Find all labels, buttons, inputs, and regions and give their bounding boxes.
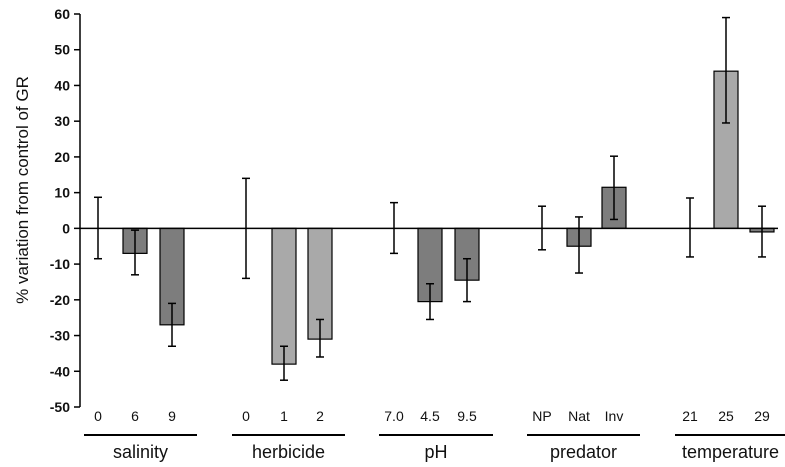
category-label: 25 xyxy=(718,408,734,424)
category-label: 1 xyxy=(280,408,288,424)
y-tick-label: 30 xyxy=(54,113,70,129)
category-labels: 0 6 9 0 1 2 7.0 4.5 9.5 NP Nat Inv 21 25 29 xyxy=(94,408,770,424)
category-label: 2 xyxy=(316,408,324,424)
y-tick-label: 60 xyxy=(54,6,70,22)
y-tick-label: 10 xyxy=(54,185,70,201)
group-label-temperature: temperature xyxy=(682,442,779,462)
category-label: 0 xyxy=(242,408,250,424)
group-label-herbicide: herbicide xyxy=(252,442,325,462)
category-label: 29 xyxy=(754,408,770,424)
group-label-pH: pH xyxy=(424,442,447,462)
category-label: Inv xyxy=(605,408,624,424)
category-label: 7.0 xyxy=(384,408,404,424)
y-tick-label: -30 xyxy=(50,328,70,344)
error-bars-layer xyxy=(94,16,766,381)
y-axis-title-group: % variation from control of GR xyxy=(13,76,32,304)
y-axis: 60 50 40 30 20 10 0 -10 -20 -30 -40 -50 xyxy=(50,6,81,415)
category-label: 4.5 xyxy=(420,408,440,424)
y-tick-label: 40 xyxy=(54,77,70,93)
category-label: 9 xyxy=(168,408,176,424)
y-tick-label: -20 xyxy=(50,292,70,308)
y-tick-label: 0 xyxy=(62,220,70,236)
bar-herbicide-1 xyxy=(271,227,297,365)
category-label: 21 xyxy=(682,408,698,424)
y-tick-label: 20 xyxy=(54,149,70,165)
y-tick-label: -40 xyxy=(50,363,70,379)
category-label: Nat xyxy=(568,408,590,424)
group-label-salinity: salinity xyxy=(113,442,168,462)
category-label: 6 xyxy=(131,408,139,424)
y-axis-title: % variation from control of GR xyxy=(13,76,32,304)
category-label: 9.5 xyxy=(457,408,477,424)
y-tick-label: 50 xyxy=(54,42,70,58)
category-label: 0 xyxy=(94,408,102,424)
group-label-predator: predator xyxy=(550,442,617,462)
y-tick-label: -50 xyxy=(50,399,70,415)
bars-layer xyxy=(122,70,775,365)
category-label: NP xyxy=(532,408,551,424)
y-tick-label: -10 xyxy=(50,256,70,272)
group-labels: salinity herbicide pH predator temperature xyxy=(84,434,785,462)
